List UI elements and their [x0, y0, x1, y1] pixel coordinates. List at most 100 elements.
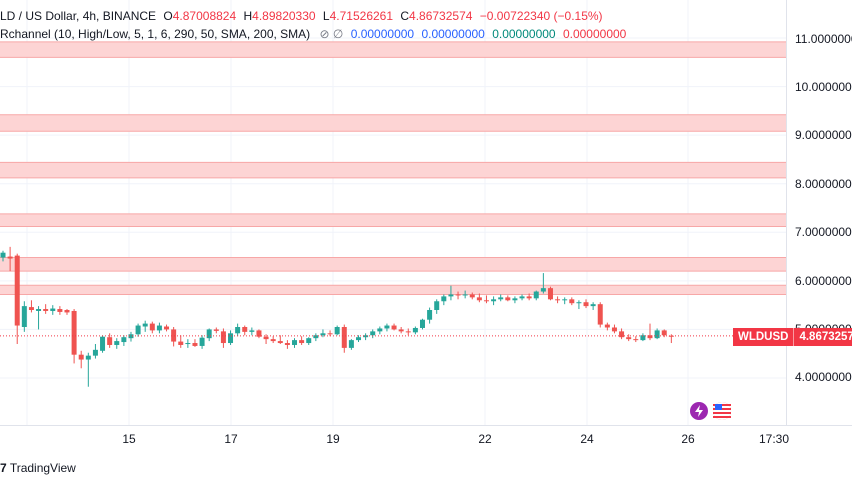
candle-up — [448, 294, 454, 297]
candle-down — [64, 310, 70, 313]
candle-up — [412, 327, 418, 333]
candle-down — [569, 299, 575, 304]
candle-down — [78, 354, 84, 360]
symbol-title[interactable]: LD / US Dollar, 4h, BINANCE — [0, 9, 157, 23]
x-tick-label: 24 — [580, 432, 594, 446]
visibility-icon[interactable]: ⊘ ∅ — [319, 27, 344, 41]
candle-up — [498, 297, 504, 300]
open-value: 4.87008824 — [172, 9, 237, 23]
candle-up — [50, 308, 56, 311]
candle-up — [206, 329, 212, 339]
candle-up — [427, 310, 433, 320]
candle-up — [654, 330, 660, 339]
candle-up — [156, 325, 162, 331]
candle-up — [128, 334, 134, 339]
candle-down — [633, 339, 639, 341]
candle-down — [555, 299, 561, 301]
close-label: C — [400, 9, 410, 23]
candle-up — [36, 309, 42, 311]
candle-up — [512, 298, 518, 301]
candle-up — [292, 340, 298, 345]
tradingview-logo[interactable]: 7 TradingView — [0, 461, 76, 475]
resistance-zones — [0, 41, 786, 295]
candle-down — [256, 330, 262, 337]
tradingview-logo-text: TradingView — [9, 461, 76, 475]
indicator-value-2: 0.00000000 — [421, 27, 485, 41]
candle-up — [334, 327, 340, 335]
candle-up — [320, 333, 326, 336]
candle-up — [370, 331, 376, 336]
x-tick-label: 26 — [681, 432, 695, 446]
candle-up — [384, 325, 390, 329]
candle-down — [7, 256, 13, 259]
candle-down — [505, 297, 511, 301]
candle-up — [0, 252, 6, 258]
candle-down — [171, 329, 177, 342]
candle-down — [220, 331, 226, 344]
candle-down — [611, 327, 617, 332]
candle-up — [21, 306, 27, 327]
grid-lines — [0, 0, 786, 425]
candle-up — [377, 328, 383, 332]
candle-up — [356, 337, 361, 341]
y-tick-label: 9.00000000 — [795, 128, 852, 142]
indicator-legend: Rchannel (10, High/Low, 5, 1, 6, 290, 50… — [0, 27, 626, 41]
candle-down — [242, 327, 248, 332]
candle-down — [149, 323, 155, 331]
x-tick-label: 22 — [478, 432, 492, 446]
x-tick-label: 17:30 — [758, 432, 790, 446]
candle-down — [597, 304, 603, 325]
y-tick-label: 4.00000000 — [795, 370, 852, 384]
candle-up — [85, 355, 91, 360]
candles — [0, 246, 674, 387]
candle-down — [391, 325, 397, 330]
candle-down — [526, 296, 532, 299]
candle-down — [164, 326, 170, 330]
y-tick-label: 7.00000000 — [795, 225, 852, 239]
candle-down — [192, 343, 198, 346]
candle-up — [576, 302, 582, 304]
candle-down — [43, 309, 49, 311]
y-tick-label: 8.00000000 — [795, 177, 852, 191]
resistance-zone — [0, 114, 786, 132]
candle-down — [107, 337, 113, 345]
high-value: 4.89820330 — [252, 9, 316, 23]
indicator-title[interactable]: Rchannel (10, High/Low, 5, 1, 6, 290, 50… — [0, 27, 311, 41]
candle-up — [640, 335, 646, 341]
candle-up — [306, 338, 312, 344]
candle-down — [270, 339, 276, 342]
us-flag-icon[interactable] — [713, 402, 731, 420]
candle-down — [604, 324, 610, 328]
candle-up — [519, 296, 525, 299]
candle-up — [562, 299, 568, 301]
price-tag-value: 4.86732574 — [799, 331, 852, 343]
candle-down — [455, 294, 461, 296]
ohlc-legend: LD / US Dollar, 4h, BINANCE O4.87008824 … — [0, 9, 603, 23]
high-label: H — [243, 9, 253, 23]
candle-down — [14, 255, 20, 326]
candle-down — [71, 310, 77, 355]
candle-up — [590, 304, 596, 307]
x-tick-label: 17 — [224, 432, 238, 446]
bolt-icon[interactable] — [690, 402, 708, 420]
low-label: L — [322, 9, 330, 23]
candle-down — [284, 343, 290, 345]
candle-up — [199, 337, 205, 346]
candle-up — [185, 343, 191, 345]
candle-down — [57, 309, 63, 312]
candle-down — [619, 331, 625, 338]
candle-down — [547, 288, 553, 300]
candle-up — [249, 330, 255, 332]
open-label: O — [163, 9, 173, 23]
y-tick-label: 6.00000000 — [795, 274, 852, 288]
candle-down — [299, 340, 305, 344]
indicator-value-3: 0.00000000 — [492, 27, 556, 41]
candle-up — [100, 336, 106, 351]
candle-up — [235, 327, 241, 334]
x-tick-label: 15 — [122, 432, 136, 446]
y-tick-label: 11.0000000 — [795, 32, 852, 46]
candle-up — [540, 288, 546, 292]
candle-up — [313, 335, 319, 339]
candle-down — [341, 327, 347, 348]
